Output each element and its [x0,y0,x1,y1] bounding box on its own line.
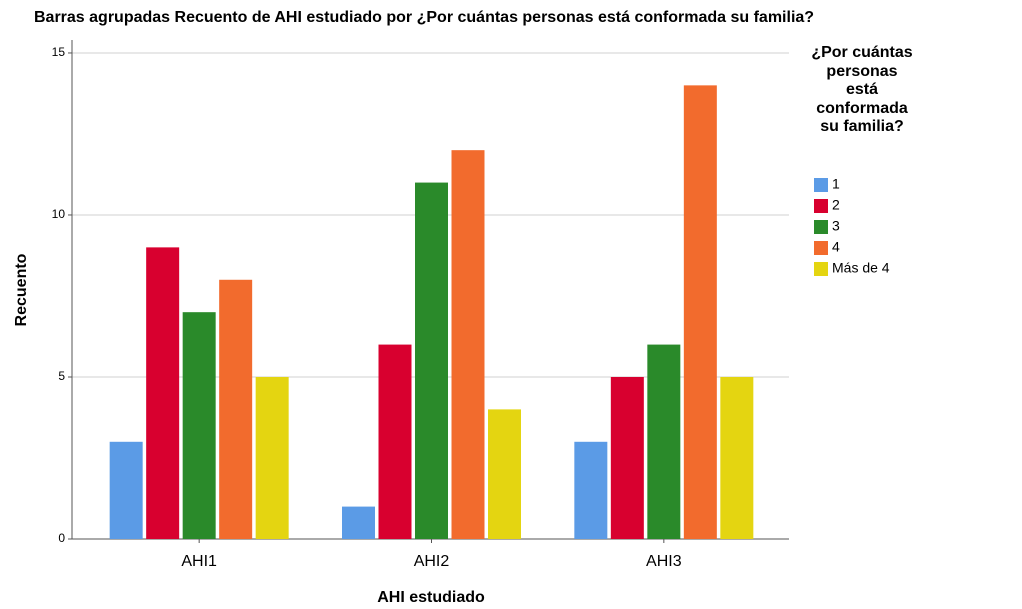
y-tick-label: 5 [58,369,65,383]
y-tick-label: 15 [52,45,66,59]
bar [683,85,717,539]
bar [109,441,143,539]
bar [182,312,216,539]
legend-swatch [814,262,828,276]
bar [146,247,180,539]
legend-swatch [814,199,828,213]
legend-swatch [814,178,828,192]
x-axis-label: AHI estudiado [377,589,485,606]
x-tick-label: AHI3 [646,553,682,570]
bar [647,344,681,539]
legend-title: ¿Por cuántas personas está conformada su… [811,44,913,135]
bar [720,376,754,539]
x-tick-label: AHI2 [414,553,450,570]
legend-label: 2 [832,197,840,213]
legend-title-box: ¿Por cuántas personas está conformada su… [811,44,913,135]
y-tick-label: 0 [58,531,65,545]
chart-title: Barras agrupadas Recuento de AHI estudia… [34,9,814,26]
legend-swatch [814,241,828,255]
legend-label: 1 [832,176,840,192]
bar [488,409,521,539]
bar [415,182,448,540]
legend-label: Más de 4 [832,260,890,276]
legend-label: 3 [832,218,840,234]
bar [255,376,289,539]
bar [610,376,644,539]
bar [378,344,412,539]
legend-swatch [814,220,828,234]
bar [574,441,608,539]
bar [219,279,253,539]
x-tick-label: AHI1 [181,553,217,570]
legend-label: 4 [832,239,840,255]
bar [451,150,485,540]
y-tick-label: 10 [52,207,66,221]
bar [342,506,375,539]
y-axis-label: Recuento [13,253,30,326]
